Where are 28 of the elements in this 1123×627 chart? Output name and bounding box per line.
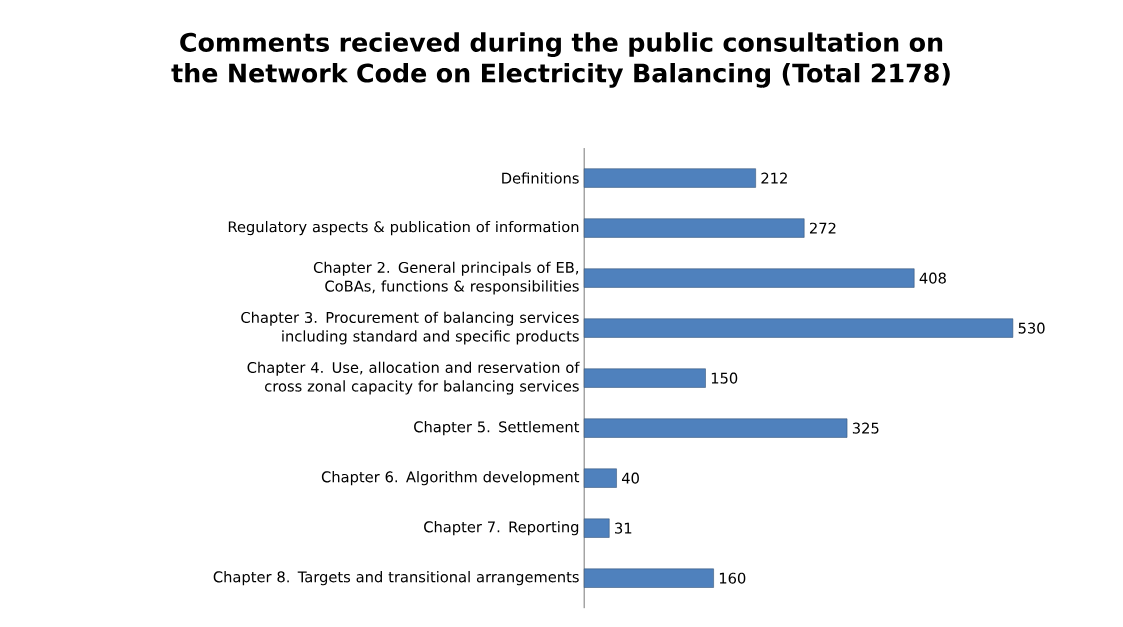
bar xyxy=(583,368,706,388)
y-tick-label: Regulatory aspects & publication of information xyxy=(228,221,579,236)
chart-title: Comments recieved during the public consultation on the Network Code on Electricity Balancing (Total 2178) xyxy=(171,32,950,88)
data-label: 150 xyxy=(711,372,738,384)
y-tick-label: Chapter 2. General principals of EB, CoBAs, functions & responsibilities xyxy=(313,261,579,295)
y-tick-label: Chapter 4. Use, allocation and reservation of cross zonal capacity for balancing services xyxy=(247,361,580,395)
data-label: 40 xyxy=(621,472,639,484)
bar xyxy=(583,168,756,188)
y-tick-label: Chapter 7. Reporting xyxy=(424,521,579,536)
data-label: 272 xyxy=(809,222,836,234)
bar xyxy=(583,318,1014,338)
y-tick-label: Chapter 5. Settlement xyxy=(414,421,580,436)
data-label: 31 xyxy=(615,522,632,534)
data-label: 325 xyxy=(852,422,879,434)
data-label: 408 xyxy=(919,272,946,284)
y-tick-label: Chapter 3. Procurement of balancing services including standard and specific products xyxy=(241,311,579,345)
bar xyxy=(583,468,617,488)
y-tick-label: Chapter 6. Algorithm development xyxy=(321,471,580,486)
bar xyxy=(583,418,848,438)
y-tick-label: Definitions xyxy=(502,172,579,184)
data-label: 530 xyxy=(1018,322,1045,334)
bar xyxy=(583,268,915,288)
y-tick-label: Chapter 8. Targets and transitional arrangements xyxy=(213,571,579,586)
bar xyxy=(583,518,610,538)
data-label: 212 xyxy=(761,172,787,184)
bar xyxy=(583,218,805,238)
data-label: 160 xyxy=(719,572,746,584)
bar xyxy=(583,568,714,588)
